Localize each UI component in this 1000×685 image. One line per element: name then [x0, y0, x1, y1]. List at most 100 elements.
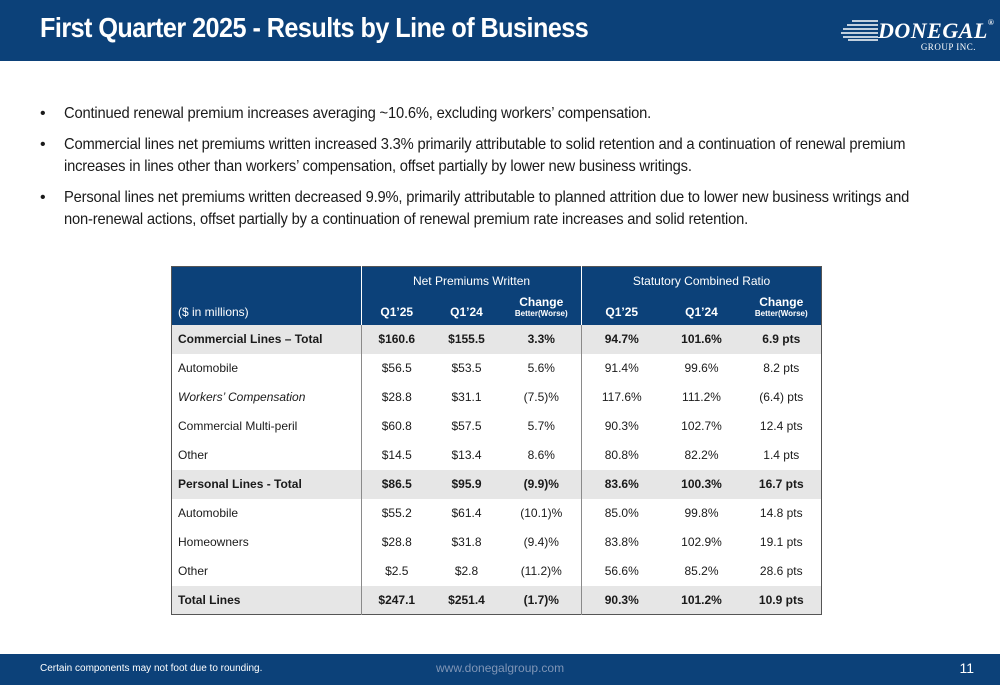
- cell-ratio-change: 8.2 pts: [763, 361, 800, 375]
- col-q125-npw: Q1’25: [361, 295, 432, 325]
- cell-ratio-q124: 82.2%: [684, 448, 719, 462]
- cell-npw-q125: $60.8: [361, 411, 432, 441]
- cell-ratio-q125: 90.3%: [581, 411, 662, 441]
- cell-ratio-q125: 56.6%: [581, 556, 662, 586]
- cell-ratio-q124: 85.2%: [684, 564, 719, 578]
- cell-ratio-change: (6.4) pts: [759, 390, 804, 404]
- cell-ratio-q125: 83.6%: [581, 469, 662, 499]
- row-label: Personal Lines - Total: [171, 469, 362, 499]
- cell-npw-q125: $28.8: [361, 382, 432, 412]
- bullet-list: • Continued renewal premium increases ave…: [40, 103, 940, 240]
- cell-npw-q124: $95.9: [431, 469, 502, 499]
- units-label: ($ in millions): [178, 304, 249, 319]
- page-number: 11: [959, 660, 974, 676]
- results-table: Net Premiums Written Statutory Combined …: [171, 266, 823, 615]
- col-change-npw: Change Better(Worse): [514, 294, 568, 318]
- logo-subtitle: GROUP INC.: [920, 42, 976, 52]
- cell-ratio-q124: 102.7%: [681, 419, 722, 433]
- table-row: Workers’ Compensation $28.8 $31.1 (7.5)% 117…: [172, 382, 822, 412]
- table-row: Other $14.5 $13.4 8.6% 80.8% 82.2% 1.4 pts: [172, 440, 822, 470]
- table-row: Automobile $56.5 $53.5 5.6% 91.4% 99.6% 8.2 pt…: [172, 353, 822, 383]
- cell-ratio-change: 16.7 pts: [741, 469, 822, 499]
- cell-npw-q125: $14.5: [361, 440, 432, 470]
- donegal-logo: DONEGAL® GROUP INC.: [838, 16, 994, 52]
- cell-ratio-change: 10.9 pts: [741, 585, 822, 615]
- cell-ratio-q124: 99.6%: [684, 361, 719, 375]
- cell-npw-q125: $86.5: [361, 469, 432, 499]
- cell-npw-change: (7.5)%: [523, 390, 559, 404]
- cell-ratio-q124: 101.6%: [661, 324, 742, 354]
- cell-npw-change: (9.4)%: [523, 535, 559, 549]
- cell-npw-change: 5.6%: [527, 361, 555, 375]
- wave-lines-icon: [841, 20, 878, 41]
- cell-npw-change: 8.6%: [527, 448, 555, 462]
- cell-npw-change: (10.1)%: [520, 506, 563, 520]
- cell-ratio-q125: 80.8%: [581, 440, 662, 470]
- cell-npw-q125: $247.1: [361, 585, 432, 615]
- row-label: Other: [178, 448, 209, 462]
- cell-ratio-change: 19.1 pts: [759, 535, 803, 549]
- table-row: Automobile $55.2 $61.4 (10.1)% 85.0% 99.8% 14.…: [172, 498, 822, 528]
- cell-npw-change: (9.9)%: [501, 469, 582, 499]
- row-label: Workers’ Compensation: [178, 390, 306, 404]
- cell-ratio-q124: 99.8%: [684, 506, 719, 520]
- row-label: Automobile: [178, 361, 239, 375]
- page-title: First Quarter 2025 - Results by Line of …: [40, 12, 589, 43]
- row-label: Commercial Multi-peril: [178, 419, 298, 433]
- cell-npw-q124: $61.4: [451, 506, 482, 520]
- group-net-premiums-written: Net Premiums Written: [360, 266, 582, 296]
- table-row: Other $2.5 $2.8 (11.2)% 56.6% 85.2% 28.6 pts: [172, 556, 822, 586]
- cell-ratio-q125: 94.7%: [581, 324, 662, 354]
- footnote: Certain components may not foot due to r…: [40, 663, 263, 674]
- cell-ratio-q124: 102.9%: [681, 535, 722, 549]
- cell-npw-change: 5.7%: [527, 419, 555, 433]
- cell-npw-q124: $31.8: [451, 535, 482, 549]
- cell-npw-change: (11.2)%: [520, 564, 562, 578]
- row-label: Commercial Lines – Total: [171, 324, 362, 354]
- row-label: Other: [178, 564, 209, 578]
- row-label: Automobile: [178, 506, 239, 520]
- cell-ratio-change: 6.9 pts: [741, 324, 822, 354]
- table-row: Commercial Multi-peril $60.8 $57.5 5.7% 90.3…: [172, 411, 822, 441]
- cell-ratio-change: 12.4 pts: [759, 419, 803, 433]
- cell-ratio-q125: 85.0%: [581, 498, 662, 528]
- cell-npw-q125: $28.8: [361, 527, 432, 557]
- table-column-header: ($ in millions) Q1’25 Q1’24 Change Better…: [171, 294, 822, 325]
- cell-npw-q125: $56.5: [361, 353, 432, 383]
- cell-npw-q124: $2.8: [454, 564, 479, 578]
- table-row: Commercial Lines – Total $160.6 $155.5 3.3%…: [171, 324, 822, 354]
- cell-npw-q124: $53.5: [451, 361, 482, 375]
- col-q124-ratio: Q1’24: [685, 304, 718, 319]
- table-row: Personal Lines - Total $86.5 $95.9 (9.9)% 83…: [171, 469, 822, 499]
- cell-ratio-q125: 83.8%: [581, 527, 662, 557]
- cell-ratio-q124: 111.2%: [682, 390, 721, 404]
- row-label: Total Lines: [171, 585, 362, 615]
- table-row: Homeowners $28.8 $31.8 (9.4)% 83.8% 102.9% 19.…: [172, 527, 822, 557]
- row-label: Homeowners: [178, 535, 249, 549]
- cell-ratio-q125: 90.3%: [581, 585, 662, 615]
- cell-npw-q125: $160.6: [361, 324, 432, 354]
- bullet-item: • Personal lines net premiums written dec…: [40, 189, 910, 228]
- footer-bar: Certain components may not foot due to r…: [0, 654, 1000, 685]
- cell-ratio-q124: 101.2%: [661, 585, 742, 615]
- logo-wordmark: DONEGAL®: [878, 18, 995, 43]
- cell-ratio-q124: 100.3%: [661, 469, 742, 499]
- cell-ratio-change: 14.8 pts: [759, 506, 803, 520]
- cell-ratio-q125: 117.6%: [581, 382, 662, 412]
- website-link[interactable]: www.donegalgroup.com: [436, 661, 565, 675]
- table-group-header: Net Premiums Written Statutory Combined …: [171, 266, 822, 296]
- bullet-item: • Commercial lines net premiums written i…: [40, 136, 906, 175]
- cell-npw-q124: $155.5: [431, 324, 502, 354]
- cell-ratio-change: 1.4 pts: [763, 448, 800, 462]
- cell-npw-change: (1.7)%: [501, 585, 582, 615]
- bullet-item: • Continued renewal premium increases ave…: [40, 105, 652, 122]
- cell-npw-q124: $251.4: [431, 585, 502, 615]
- cell-npw-q125: $2.5: [361, 556, 432, 586]
- group-statutory-combined-ratio: Statutory Combined Ratio: [581, 266, 822, 296]
- col-change-ratio: Change Better(Worse): [754, 294, 808, 318]
- cell-npw-q124: $13.4: [451, 448, 482, 462]
- cell-npw-change: 3.3%: [501, 324, 582, 354]
- cell-ratio-q125: 91.4%: [581, 353, 662, 383]
- col-q124-npw: Q1’24: [450, 304, 483, 319]
- cell-npw-q125: $55.2: [361, 498, 432, 528]
